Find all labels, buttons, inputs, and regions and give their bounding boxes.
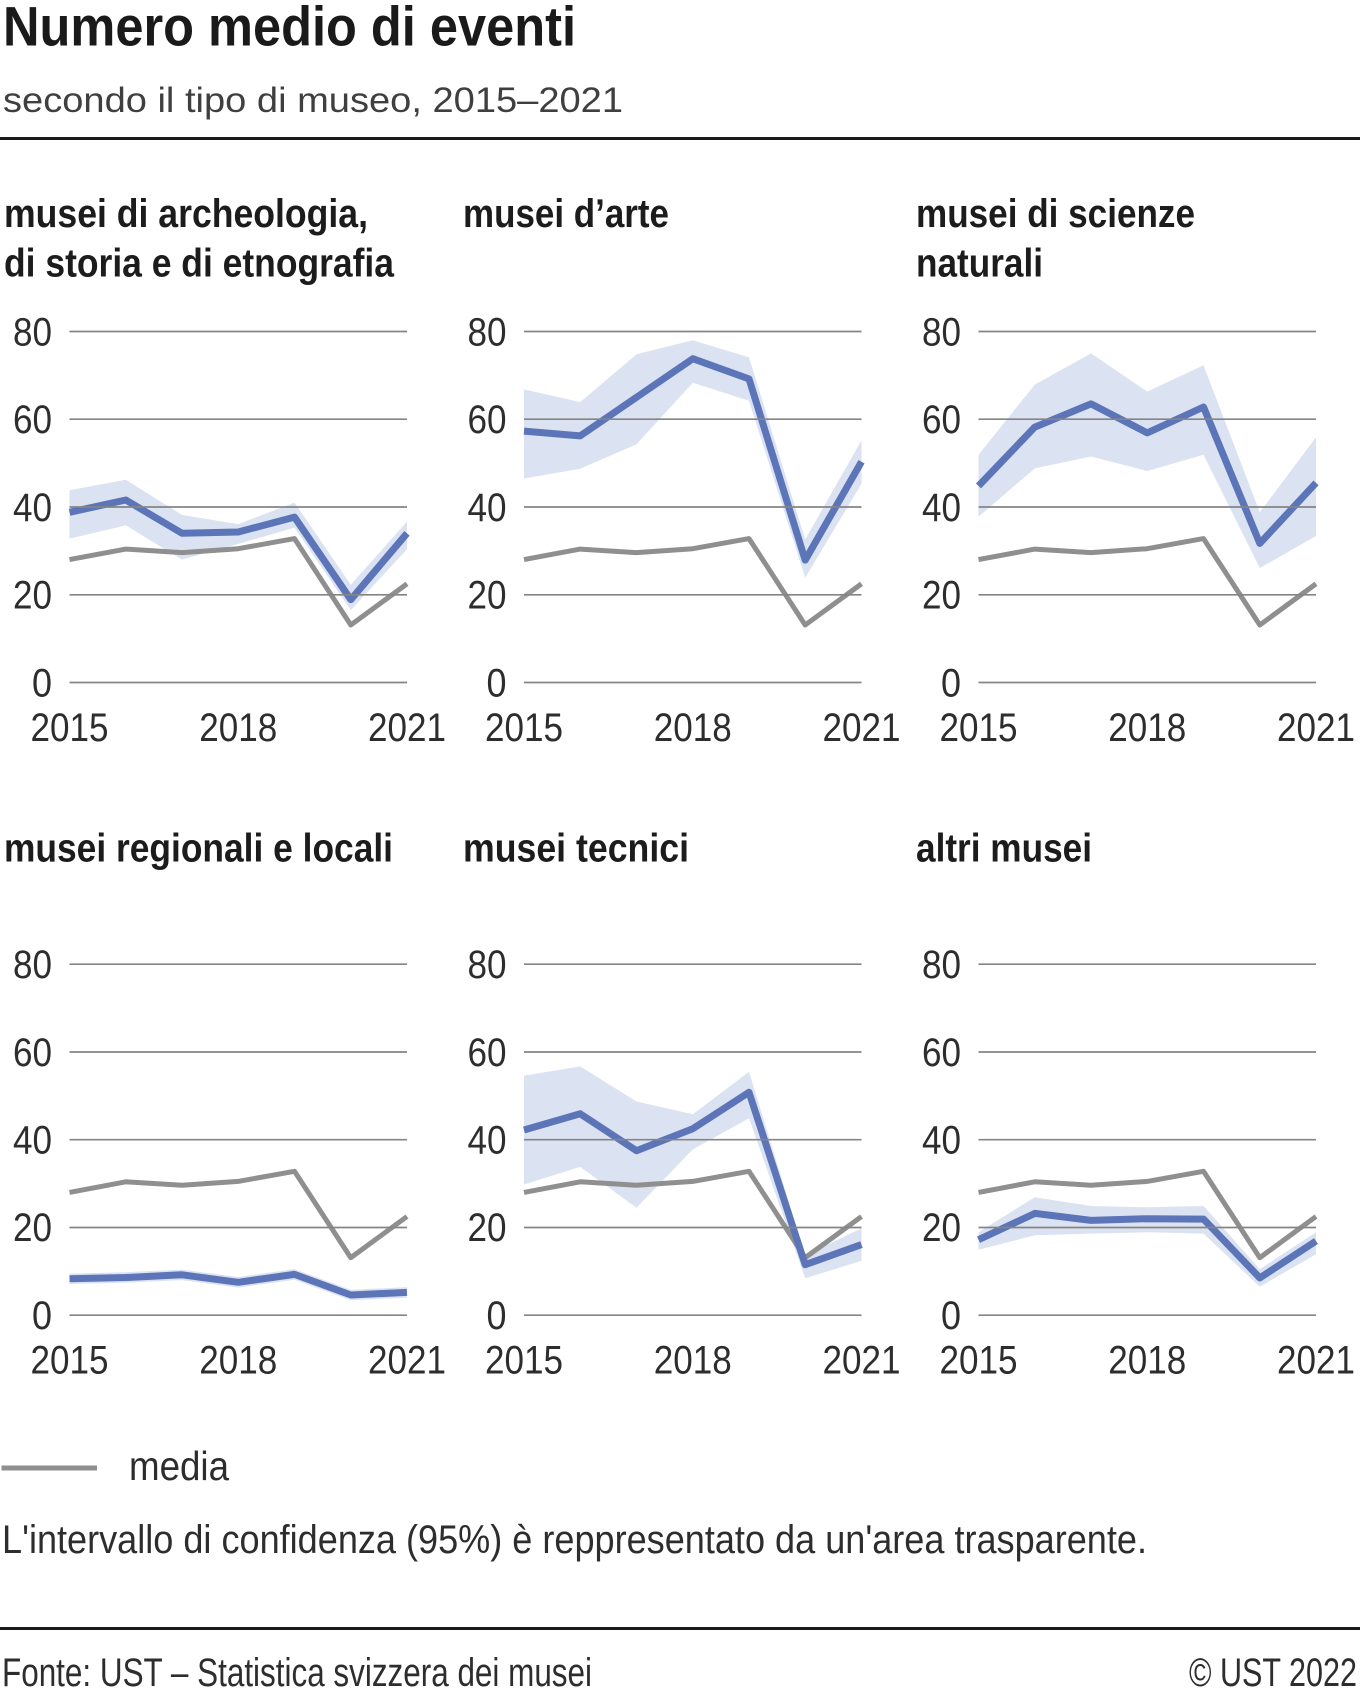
svg-text:2018: 2018 [199, 1339, 277, 1383]
svg-text:2018: 2018 [654, 706, 732, 750]
svg-text:secondo il tipo di museo, 2015: secondo il tipo di museo, 2015–2021 [3, 81, 623, 120]
svg-text:40: 40 [922, 1119, 961, 1163]
svg-text:80: 80 [922, 943, 961, 987]
svg-text:2021: 2021 [1277, 1339, 1355, 1383]
svg-text:Numero medio di eventi: Numero medio di eventi [3, 0, 576, 58]
svg-text:2015: 2015 [485, 1339, 563, 1383]
svg-text:60: 60 [13, 398, 52, 442]
svg-text:2021: 2021 [368, 706, 446, 750]
svg-text:40: 40 [468, 486, 507, 530]
svg-text:40: 40 [13, 1119, 52, 1163]
svg-text:80: 80 [468, 310, 507, 354]
svg-text:L'intervallo di confidenza (95: L'intervallo di confidenza (95%) è reppr… [2, 1518, 1147, 1562]
svg-text:2015: 2015 [31, 706, 109, 750]
svg-text:20: 20 [468, 1206, 507, 1250]
svg-text:musei di archeologia,: musei di archeologia, [4, 192, 368, 236]
svg-text:2015: 2015 [940, 1339, 1018, 1383]
svg-text:Fonte: UST – Statistica svizze: Fonte: UST – Statistica svizzera dei mus… [2, 1651, 592, 1694]
svg-text:0: 0 [487, 661, 507, 705]
svg-text:40: 40 [922, 486, 961, 530]
svg-text:20: 20 [13, 1206, 52, 1250]
svg-text:2018: 2018 [654, 1339, 732, 1383]
svg-text:altri musei: altri musei [916, 826, 1092, 870]
svg-text:60: 60 [468, 398, 507, 442]
svg-text:2018: 2018 [1108, 1339, 1186, 1383]
svg-text:2018: 2018 [199, 706, 277, 750]
svg-text:0: 0 [487, 1294, 507, 1338]
svg-text:60: 60 [13, 1031, 52, 1075]
svg-text:20: 20 [13, 574, 52, 618]
svg-text:80: 80 [922, 310, 961, 354]
svg-text:2015: 2015 [31, 1339, 109, 1383]
svg-text:naturali: naturali [916, 242, 1043, 286]
svg-text:2021: 2021 [823, 706, 901, 750]
svg-text:80: 80 [13, 943, 52, 987]
svg-text:© UST 2022: © UST 2022 [1189, 1651, 1357, 1694]
svg-text:2021: 2021 [368, 1339, 446, 1383]
svg-text:2021: 2021 [1277, 706, 1355, 750]
svg-text:20: 20 [468, 574, 507, 618]
svg-text:20: 20 [922, 1206, 961, 1250]
svg-text:60: 60 [922, 398, 961, 442]
svg-text:0: 0 [941, 1294, 961, 1338]
svg-text:musei tecnici: musei tecnici [463, 826, 689, 870]
svg-text:media: media [129, 1443, 229, 1489]
svg-text:40: 40 [468, 1119, 507, 1163]
svg-text:40: 40 [13, 486, 52, 530]
svg-text:60: 60 [468, 1031, 507, 1075]
svg-text:musei di scienze: musei di scienze [916, 192, 1195, 236]
svg-text:20: 20 [922, 574, 961, 618]
svg-text:musei d’arte: musei d’arte [463, 192, 669, 236]
svg-text:2015: 2015 [485, 706, 563, 750]
svg-text:2021: 2021 [823, 1339, 901, 1383]
svg-text:2018: 2018 [1108, 706, 1186, 750]
svg-text:60: 60 [922, 1031, 961, 1075]
svg-text:musei regionali e locali: musei regionali e locali [4, 826, 393, 870]
svg-text:2015: 2015 [940, 706, 1018, 750]
svg-text:80: 80 [468, 943, 507, 987]
svg-text:di storia e di etnografia: di storia e di etnografia [4, 242, 395, 286]
svg-text:80: 80 [13, 310, 52, 354]
svg-text:0: 0 [32, 661, 52, 705]
svg-text:0: 0 [32, 1294, 52, 1338]
svg-text:0: 0 [941, 661, 961, 705]
